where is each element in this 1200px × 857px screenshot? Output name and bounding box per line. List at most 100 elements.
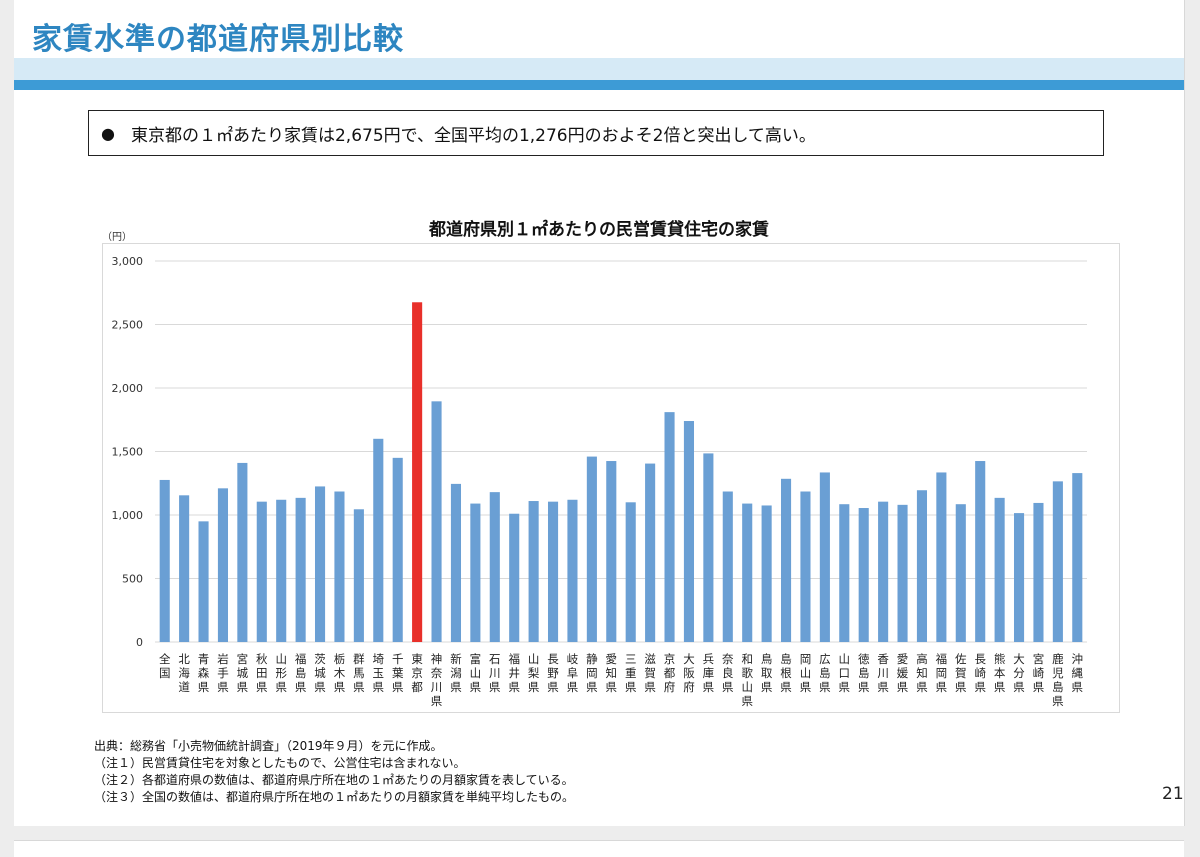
x-tick-label: 高知県 bbox=[916, 652, 928, 694]
bar bbox=[470, 503, 481, 642]
bar bbox=[780, 478, 792, 642]
x-tick-label: 石川県 bbox=[489, 652, 501, 694]
bar bbox=[256, 501, 267, 642]
x-tick-label: 群馬県 bbox=[353, 652, 365, 694]
note-2: （注２）各都道府県の数値は、都道府県庁所在地の１㎡あたりの月額家賃を表している。 bbox=[94, 773, 574, 787]
summary-text: 東京都の１㎡あたり家賃は2,675円で、全国平均の1,276円のおよそ2倍と突出… bbox=[130, 125, 816, 146]
x-tick-label: 広島県 bbox=[819, 652, 831, 694]
chart-title: 都道府県別１㎡あたりの民営賃貸住宅の家賃 bbox=[429, 220, 769, 240]
x-tick-label: 埼玉県 bbox=[373, 652, 385, 694]
bar bbox=[664, 412, 675, 642]
bar bbox=[276, 499, 287, 642]
bar bbox=[450, 483, 462, 642]
y-tick-label: 1,000 bbox=[112, 509, 144, 522]
bar bbox=[916, 490, 928, 642]
note-1: （注１）民営賃貸住宅を対象としたもので、公営住宅は含まれない。 bbox=[94, 756, 466, 770]
y-unit-label: （円） bbox=[102, 232, 132, 243]
bar bbox=[878, 501, 889, 642]
bar bbox=[645, 463, 656, 642]
x-tick-label: 宮崎県 bbox=[1033, 652, 1045, 694]
bar bbox=[353, 509, 364, 642]
bar bbox=[936, 472, 947, 642]
slide-title: 家賃水準の都道府県別比較 bbox=[32, 22, 404, 57]
bar bbox=[975, 461, 986, 642]
x-tick-label: 東京都 bbox=[411, 652, 423, 694]
bar bbox=[800, 491, 811, 642]
bar bbox=[742, 503, 753, 642]
x-tick-label: 香川県 bbox=[877, 652, 889, 694]
x-tick-label: 千葉県 bbox=[392, 652, 404, 694]
bar bbox=[994, 497, 1005, 642]
title-band-light bbox=[14, 58, 1184, 80]
bar bbox=[528, 501, 539, 642]
x-tick-label: 佐賀県 bbox=[955, 652, 967, 694]
x-tick-label: 愛媛県 bbox=[897, 652, 909, 694]
bar bbox=[198, 521, 209, 642]
bar bbox=[334, 491, 345, 642]
y-tick-label: 500 bbox=[122, 573, 143, 586]
x-tick-label: 熊本県 bbox=[994, 652, 1006, 694]
y-tick-label: 1,500 bbox=[112, 446, 144, 459]
x-tick-label: 鳥取県 bbox=[761, 652, 773, 694]
x-tick-label: 山形県 bbox=[275, 652, 287, 694]
bar bbox=[547, 501, 559, 642]
y-tick-label: 3,000 bbox=[112, 255, 144, 268]
bullet-icon: ● bbox=[101, 123, 115, 143]
x-tick-label: 岐阜県 bbox=[567, 652, 579, 694]
x-tick-label: 福島県 bbox=[295, 652, 307, 694]
y-tick-label: 2,500 bbox=[112, 319, 144, 332]
bar bbox=[586, 456, 597, 642]
bar bbox=[392, 457, 403, 642]
x-tick-label: 新潟県 bbox=[450, 652, 462, 694]
x-tick-label: 山口県 bbox=[839, 652, 851, 694]
bar bbox=[606, 461, 617, 642]
bar bbox=[567, 499, 578, 642]
x-tick-label: 栃木県 bbox=[334, 652, 346, 694]
bar bbox=[431, 401, 442, 642]
summary-box: ● 東京都の１㎡あたり家賃は2,675円で、全国平均の1,276円のおよそ2倍と… bbox=[88, 110, 1104, 156]
x-tick-label: 青森県 bbox=[198, 652, 210, 694]
x-tick-label: 全国 bbox=[159, 652, 171, 680]
x-tick-label: 岡山県 bbox=[800, 652, 812, 694]
x-tick-label: 宮城県 bbox=[237, 652, 249, 694]
bar bbox=[295, 497, 306, 642]
chart-frame: 0 500 1,000 1,500 2,000 2,500 3,000 全国 北海道 青森県 岩手県… bbox=[102, 243, 1120, 713]
x-tick-label: 静岡県 bbox=[586, 652, 598, 694]
bar bbox=[858, 508, 869, 642]
x-tick-label: 福井県 bbox=[508, 652, 520, 694]
bar bbox=[1052, 481, 1063, 642]
page-number: 21 bbox=[1162, 784, 1184, 804]
bar-chart: 0 500 1,000 1,500 2,000 2,500 3,000 全国北海道青森県岩手県… bbox=[112, 255, 1087, 708]
x-tick-label: 滋賀県 bbox=[644, 652, 656, 694]
x-tick-label: 岩手県 bbox=[217, 652, 229, 694]
bar bbox=[373, 438, 384, 642]
x-tick-label: 島根県 bbox=[780, 652, 792, 694]
x-tick-label: 奈良県 bbox=[722, 652, 734, 694]
bar bbox=[819, 472, 830, 642]
bar bbox=[1072, 473, 1083, 642]
next-slide-edge bbox=[14, 840, 1184, 857]
note-3: （注３）全国の数値は、都道府県庁所在地の１㎡あたりの月額家賃を単純平均したもの。 bbox=[94, 790, 575, 804]
bar bbox=[509, 513, 520, 642]
bar bbox=[722, 491, 733, 642]
x-tick-label: 和歌山県 bbox=[741, 652, 753, 708]
bar bbox=[703, 453, 714, 642]
bar bbox=[683, 421, 695, 642]
x-tick-label: 鹿児島県 bbox=[1052, 652, 1064, 708]
bar bbox=[412, 302, 423, 642]
x-tick-label: 富山県 bbox=[470, 652, 482, 694]
x-tick-label: 秋田県 bbox=[256, 652, 268, 694]
bar bbox=[761, 505, 772, 642]
x-tick-label: 長野県 bbox=[547, 652, 559, 694]
bar bbox=[179, 495, 190, 642]
bar bbox=[489, 492, 500, 642]
x-tick-label: 北海道 bbox=[178, 652, 190, 694]
x-tick-label: 山梨県 bbox=[528, 652, 540, 694]
x-tick-label: 茨城県 bbox=[314, 652, 326, 694]
x-tick-label: 神奈川県 bbox=[431, 652, 443, 708]
bar bbox=[625, 502, 636, 642]
notes: 出典：総務省「小売物価統計調査」（2019年９月）を元に作成。 （注１）民営賃貸… bbox=[94, 738, 574, 806]
slide: 家賃水準の都道府県別比較 ● 東京都の１㎡あたり家賃は2,675円で、全国平均の… bbox=[14, 0, 1185, 826]
note-source: 出典：総務省「小売物価統計調査」（2019年９月）を元に作成。 bbox=[94, 739, 443, 753]
title-band-dark bbox=[14, 80, 1184, 90]
